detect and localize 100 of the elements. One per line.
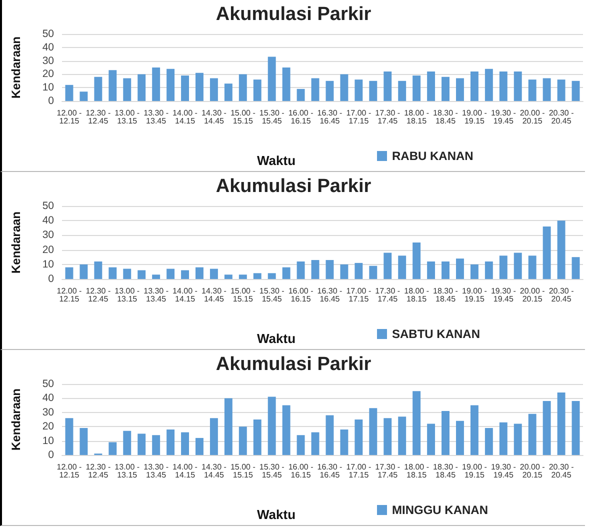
bar — [369, 266, 378, 279]
bar — [166, 268, 175, 279]
x-tick-label: 13.30 - 13.45 — [144, 462, 169, 480]
bar — [123, 78, 132, 101]
bar — [296, 261, 305, 279]
x-tick-label: 14.30 - 14.45 — [202, 286, 227, 304]
bar — [238, 74, 247, 101]
legend-label: RABU KANAN — [392, 149, 474, 163]
x-tick-label: 13.00 - 13.15 — [114, 286, 140, 304]
bar — [311, 260, 320, 279]
bar — [80, 428, 88, 455]
bar — [253, 80, 262, 101]
x-tick-label: 20.30 - 20.45 — [548, 462, 574, 480]
bar — [572, 257, 580, 279]
bar — [484, 68, 493, 101]
y-axis-title: Kendaraan — [9, 211, 23, 274]
x-tick-label: 20.30 - 20.45 — [548, 286, 574, 304]
x-tick-label: 15.30 - 15.45 — [259, 286, 285, 304]
bar — [238, 426, 247, 455]
bar — [224, 398, 232, 455]
x-tick-label: 17.00 - 17.15 — [346, 108, 372, 126]
x-tick-label: 19.30 - 19.45 — [490, 108, 516, 126]
y-tick-label: 40 — [42, 214, 54, 227]
x-tick-label: 20.30 - 20.45 — [548, 108, 574, 126]
x-tick-label: 16.00 - 16.15 — [288, 462, 314, 480]
x-tick-label: 14.00 - 14.15 — [172, 462, 198, 480]
x-axis-title: Waktu — [257, 507, 296, 522]
x-tick-label: 17.00 - 17.15 — [346, 286, 372, 304]
bar — [181, 432, 189, 455]
bar — [340, 429, 348, 455]
y-tick-label: 0 — [48, 449, 54, 461]
bar — [354, 80, 363, 101]
bar — [427, 72, 436, 101]
bar — [326, 260, 334, 279]
x-tick-label: 15.00 - 15.15 — [230, 462, 256, 480]
bar — [138, 434, 146, 455]
bar — [542, 78, 551, 101]
bar — [427, 424, 436, 455]
bar — [138, 270, 146, 279]
bar — [311, 78, 320, 101]
bar — [282, 267, 290, 279]
bar — [442, 410, 450, 455]
y-axis-title: Kendaraan — [9, 388, 23, 451]
bar — [181, 76, 189, 101]
x-tick-label: 13.30 - 13.45 — [144, 108, 169, 126]
bar — [210, 418, 218, 455]
bar — [412, 76, 421, 101]
bar — [152, 274, 160, 279]
x-tick-label: 19.00 - 19.15 — [462, 286, 488, 304]
bar — [268, 396, 276, 455]
bar — [268, 56, 276, 101]
bar — [456, 420, 464, 455]
bar — [282, 68, 290, 101]
bar — [542, 401, 551, 455]
x-tick-label: 17.30 - 17.45 — [375, 108, 400, 126]
bar — [340, 264, 348, 279]
x-tick-label: 17.30 - 17.45 — [375, 462, 400, 480]
x-tick-label: 15.00 - 15.15 — [230, 108, 256, 126]
x-tick-label: 14.00 - 14.15 — [172, 286, 198, 304]
x-tick-label: 20.00 - 20.15 — [520, 286, 546, 304]
bar — [224, 274, 232, 279]
bar — [484, 261, 493, 279]
bar — [166, 68, 175, 101]
bar — [196, 438, 204, 455]
bar — [181, 270, 189, 279]
bar — [484, 428, 493, 455]
x-tick-label: 12.30 - 12.45 — [86, 108, 111, 126]
x-tick-label: 14.00 - 14.15 — [172, 108, 198, 126]
bar — [80, 264, 88, 279]
bar — [456, 258, 464, 279]
x-tick-label: 18.00 - 18.15 — [404, 462, 430, 480]
chart-title: Akumulasi Parkir — [216, 354, 372, 375]
bar — [253, 420, 262, 455]
x-tick-label: 16.30 - 16.45 — [317, 462, 343, 480]
legend-label: SABTU KANAN — [392, 327, 480, 341]
legend-label: MINGGU KANAN — [392, 503, 488, 517]
bar — [499, 72, 508, 101]
bar — [138, 74, 146, 101]
x-tick-label: 19.00 - 19.15 — [462, 462, 488, 480]
x-axis-title: Waktu — [257, 331, 296, 346]
bar — [557, 392, 566, 455]
x-tick-label: 18.00 - 18.15 — [404, 286, 430, 304]
x-tick-label: 12.00 - 12.15 — [56, 462, 82, 480]
x-tick-label: 20.00 - 20.15 — [520, 108, 546, 126]
bar — [470, 264, 478, 279]
bar — [238, 274, 247, 279]
bar — [528, 80, 536, 101]
chart-title: Akumulasi Parkir — [216, 4, 372, 25]
x-tick-label: 18.30 - 18.45 — [433, 462, 458, 480]
bar — [470, 405, 478, 455]
bar — [80, 92, 88, 101]
bar — [224, 84, 232, 101]
x-tick-label: 19.30 - 19.45 — [490, 462, 516, 480]
bar — [152, 68, 160, 101]
y-tick-label: 50 — [42, 28, 54, 40]
bar — [412, 242, 421, 279]
bar — [253, 273, 262, 279]
bar — [557, 80, 566, 101]
x-tick-label: 15.00 - 15.15 — [230, 286, 256, 304]
bar — [152, 435, 160, 455]
